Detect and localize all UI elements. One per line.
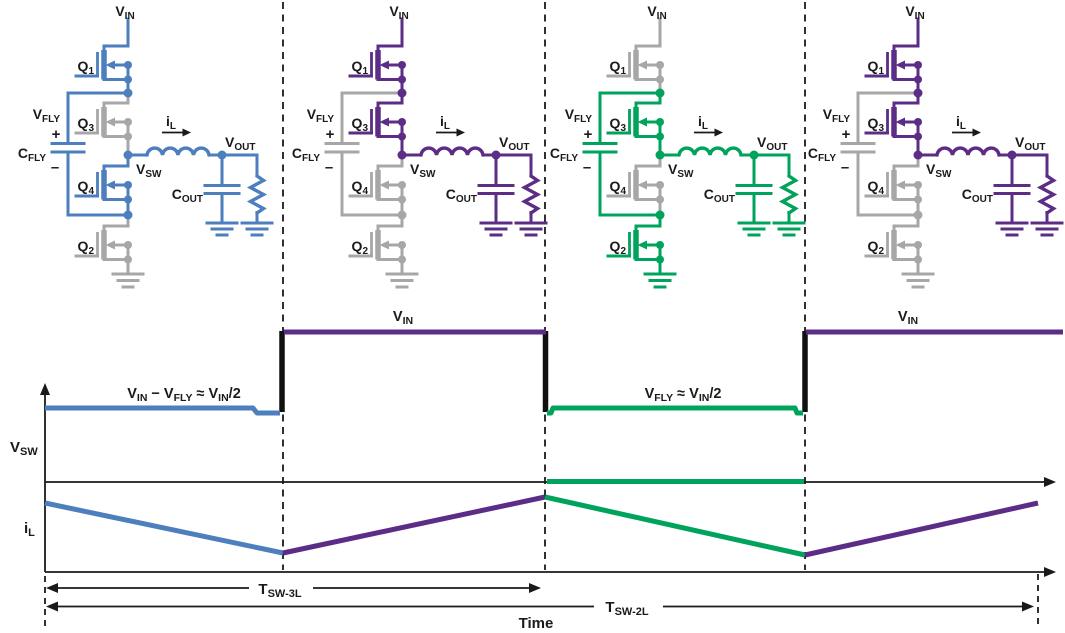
vsw-vin-label-2: VIN <box>898 309 918 327</box>
vsw-waveform <box>45 329 1063 484</box>
tsw3l-label: TSW-3L <box>258 581 301 600</box>
circuit-state-2 <box>292 3 546 287</box>
vsw-axis-label: VSW <box>10 439 38 458</box>
il-segment-blue <box>44 500 284 556</box>
vsw-seg3-value-label: VFLY ≈ VIN/2 <box>645 386 722 404</box>
il-axis-label: iL <box>24 520 35 539</box>
vsw-vin-label-1: VIN <box>393 309 413 327</box>
vsw-segment-blue <box>45 405 280 416</box>
il-segment-green <box>544 494 806 558</box>
time-axis <box>45 567 1056 577</box>
circuit-state-1 <box>18 3 272 287</box>
vsw-axis <box>40 383 1056 572</box>
time-label: Time <box>519 615 554 632</box>
il-waveform <box>44 494 1039 558</box>
tsw3l-dimension <box>46 583 541 593</box>
tsw2l-dimension <box>46 601 1034 612</box>
il-segment-purple-1 <box>282 494 546 556</box>
vsw-segment-green <box>547 405 803 416</box>
tsw2l-label: TSW-2L <box>605 599 648 618</box>
il-segment-purple-2 <box>804 500 1039 558</box>
vsw-seg1-value-label: VIN − VFLY ≈ VIN/2 <box>127 386 241 404</box>
circuit-state-4 <box>808 3 1062 287</box>
circuit-state-3 <box>550 3 804 287</box>
